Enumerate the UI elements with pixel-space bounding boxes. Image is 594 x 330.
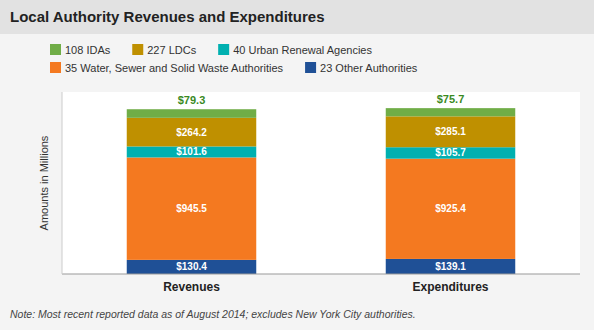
bar-segment (127, 157, 257, 259)
bars (127, 108, 516, 274)
data-label: $105.7 (435, 147, 466, 158)
legend-item: 227 LDCs (132, 44, 196, 56)
legend-item: 35 Water, Sewer and Solid Waste Authorit… (50, 62, 284, 74)
data-label: $945.5 (176, 203, 207, 214)
bar-segment (127, 146, 257, 157)
y-axis-label: Amounts in Millions (38, 135, 50, 230)
x-tick-label: Revenues (163, 280, 220, 294)
legend-item: 23 Other Authorities (305, 62, 418, 74)
legend-label: 35 Water, Sewer and Solid Waste Authorit… (65, 62, 284, 74)
data-label: $285.1 (435, 126, 466, 137)
data-labels: $130.4 $945.5 $101.6 $264.2 $79.3 $139.1 $925.… (176, 93, 466, 272)
legend-swatch (132, 44, 143, 55)
x-tick-label: Expenditures (412, 280, 488, 294)
annotation: Note: Most recent reported data as of Au… (10, 308, 416, 320)
legend-item: 40 Urban Renewal Agencies (218, 44, 372, 56)
legend-item: 108 IDAs (50, 44, 111, 56)
legend: 108 IDAs 227 LDCs 40 Urban Renewal Agencie… (50, 44, 418, 74)
bar-segment (386, 259, 516, 274)
data-label: $75.7 (437, 93, 465, 105)
data-label: $130.4 (176, 261, 207, 272)
legend-label: 40 Urban Renewal Agencies (233, 44, 372, 56)
y-axis (62, 92, 63, 274)
title: Local Authority Revenues and Expenditure… (10, 8, 325, 25)
legend-swatch (305, 62, 316, 73)
data-label: $79.3 (178, 94, 206, 106)
bar-segment (386, 108, 516, 116)
data-label: $925.4 (435, 203, 466, 214)
data-label: $139.1 (435, 261, 466, 272)
title-band (0, 0, 594, 34)
legend-label: 23 Other Authorities (320, 62, 418, 74)
legend-swatch (218, 44, 229, 55)
background (0, 0, 594, 330)
x-axis (62, 274, 580, 275)
plot-area (62, 92, 580, 274)
data-label: $101.6 (176, 146, 207, 157)
chart: Local Authority Revenues and Expenditure… (0, 0, 594, 330)
bar-segment (127, 109, 257, 118)
bar-segment (386, 116, 516, 147)
bar-segment (127, 260, 257, 274)
legend-swatch (50, 44, 61, 55)
legend-label: 227 LDCs (147, 44, 196, 56)
bar-segment (386, 159, 516, 259)
data-label: $264.2 (176, 127, 207, 138)
bar-segment (386, 147, 516, 158)
legend-swatch (50, 62, 61, 73)
legend-label: 108 IDAs (65, 44, 111, 56)
bar-segment (127, 118, 257, 147)
